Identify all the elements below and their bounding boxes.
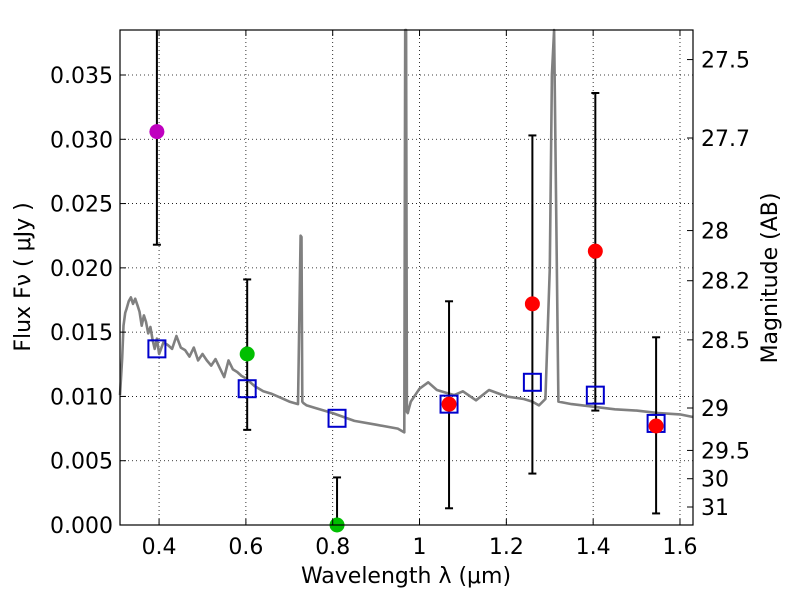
flux-point-marker — [441, 396, 457, 412]
flux-point-marker — [149, 124, 165, 140]
template-spectrum — [118, 28, 694, 434]
y-tick-label: 0.020 — [50, 257, 113, 282]
model-square-marker — [327, 408, 347, 428]
y-tick-label: 0.025 — [50, 193, 113, 218]
y-tick-label: 0.000 — [50, 514, 113, 539]
x-tick-label: 0.4 — [142, 535, 177, 560]
y2-tick-label: 27.7 — [701, 127, 750, 152]
model-square-marker — [439, 394, 459, 414]
y2-tick-label: 28.2 — [701, 270, 750, 295]
model-square-marker — [522, 372, 542, 392]
y-axis-ticks: 0.000 0.005 0.010 0.015 0.020 0.025 0.030 0.035 — [50, 64, 126, 539]
flux-point-marker — [239, 346, 255, 362]
flux-point-marker — [587, 243, 603, 259]
y-tick-label: 0.010 — [50, 385, 113, 410]
flux-point-marker — [524, 296, 540, 312]
x-axis-label: Wavelength λ (μm) — [301, 564, 511, 589]
y-axis-label: Flux Fν ( μJy ) — [11, 202, 36, 351]
data-markers — [147, 124, 666, 533]
x-tick-label: 1.2 — [489, 535, 524, 560]
y2-tick-label: 29.5 — [701, 439, 750, 464]
x-tick-label: 0.8 — [315, 535, 350, 560]
x-axis-ticks: 0.4 0.6 0.8 1 1.2 1.4 1.6 — [142, 30, 697, 560]
x-tick-label: 1.6 — [662, 535, 697, 560]
y2-tick-label: 30 — [701, 468, 729, 493]
y2-tick-label: 27.5 — [701, 49, 750, 74]
plot-frame — [119, 29, 694, 526]
y-tick-label: 0.035 — [50, 64, 113, 89]
y2-tick-label: 28.5 — [701, 329, 750, 354]
x-tick-label: 0.6 — [228, 535, 263, 560]
model-square-marker — [585, 385, 605, 405]
y-tick-label: 0.005 — [50, 450, 113, 475]
flux-point-marker — [648, 418, 664, 434]
y-tick-label: 0.030 — [50, 128, 113, 153]
y2-tick-label: 31 — [701, 496, 729, 521]
y2-axis-ticks: 27.5 27.7 28 28.2 28.5 29 29.5 30 31 — [687, 49, 750, 521]
model-square-marker — [237, 379, 257, 399]
spectrum-line — [118, 28, 694, 434]
x-tick-label: 1 — [413, 535, 427, 560]
y-tick-label: 0.015 — [50, 321, 113, 346]
grid-lines — [120, 30, 693, 525]
y2-tick-label: 29 — [701, 397, 729, 422]
x-tick-label: 1.4 — [576, 535, 611, 560]
y2-axis-label: Magnitude (AB) — [758, 193, 783, 364]
y2-tick-label: 28 — [701, 220, 729, 245]
model-square-marker — [147, 339, 167, 359]
